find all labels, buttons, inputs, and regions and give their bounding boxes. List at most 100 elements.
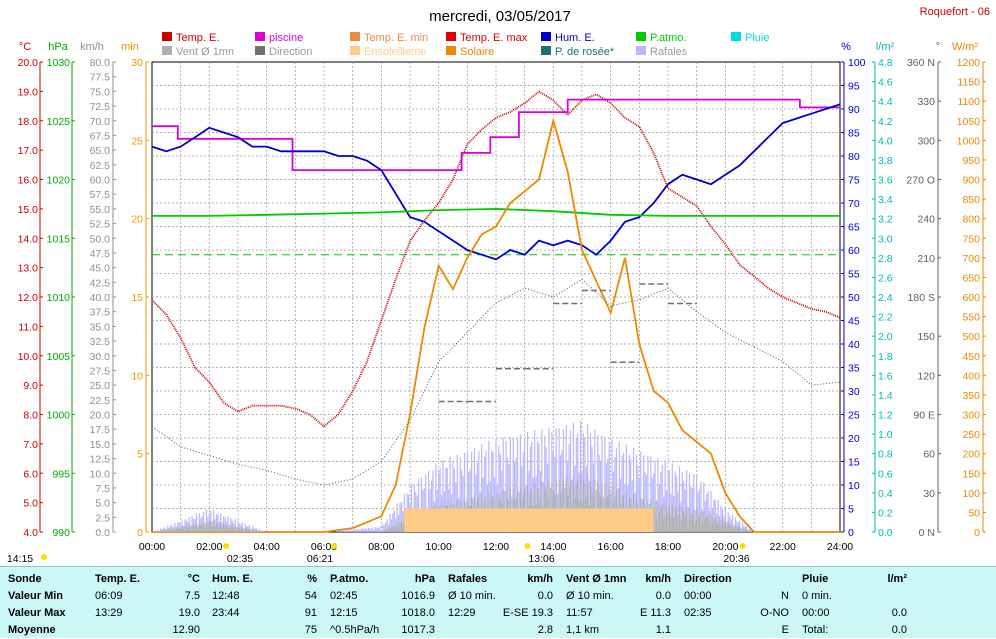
humidity-tick-label: 30	[848, 386, 860, 398]
stats-hum-unit: %	[307, 573, 317, 585]
wind-tick-label: 12.5	[90, 454, 111, 466]
wind-tick-label: 72.5	[90, 101, 111, 113]
direction-tick-label: 330	[917, 96, 935, 108]
rain-tick-label: 0.6	[878, 468, 893, 480]
series-hum-e	[151, 103, 841, 261]
humidity-tick-label: 80	[848, 151, 860, 163]
rain-tick-label: 2.4	[878, 292, 893, 304]
temp-tick-label: 12.0	[18, 292, 39, 304]
temp-tick-label: 8.0	[23, 410, 38, 422]
stats-pluie-value: 0.0	[891, 607, 907, 619]
solar-tick-label: 1150	[957, 77, 980, 89]
stats-vent-row: Ø 10 min. 0.0	[566, 588, 671, 605]
solar-tick-label: 500	[962, 331, 980, 343]
stats-hum-title: Hum. E.%	[212, 571, 317, 588]
legend-label: Temp. E. min	[364, 32, 428, 44]
stats-temp-row: 13:29 19.0	[95, 605, 200, 622]
rain-tick-label: 0.4	[878, 488, 893, 500]
humidity-tick-label: 85	[848, 128, 860, 140]
wind-tick-label: 65.0	[90, 145, 111, 157]
humidity-tick-label: 55	[848, 269, 860, 281]
rain-tick-label: 1.6	[878, 370, 893, 382]
wind-tick-label: 37.5	[90, 307, 111, 319]
direction-tick-label: 240	[917, 214, 935, 226]
stats-patmo-title: P.atmo. hPa	[330, 571, 435, 588]
sun-marker	[524, 543, 531, 549]
stats-vent-time: 11:57	[566, 607, 593, 619]
stats-rafales-row: 12:29 E-SE 19.3	[448, 605, 553, 622]
stats-vent-unit: km/h	[645, 573, 671, 585]
legend-swatch	[446, 32, 456, 41]
wind-tick-label: 22.5	[90, 395, 111, 407]
legend-swatch	[731, 32, 741, 41]
minutes-tick-label: 25	[131, 135, 143, 147]
stats-patmo-row: 12:15 1018.0	[330, 605, 435, 622]
solar-tick-label: 900	[962, 175, 980, 187]
axes: 4.0 5.0 6.0 7.0 8.0 9.0 10.0 11.0 12.0 13.0 14.0 15…	[7, 41, 986, 565]
stats-pluie-row: 0 min.	[802, 588, 907, 605]
stats-hum-value: 91	[304, 607, 317, 619]
wind-tick-label: 2.5	[95, 512, 110, 524]
rain-tick-label: 3.6	[878, 175, 893, 187]
time-marker-sunrise: 06:21	[307, 553, 333, 565]
wind-tick-label: 10.0	[90, 468, 111, 480]
temp-tick-label: 6.0	[23, 468, 38, 480]
chart-title: mercredi, 03/05/2017	[429, 8, 571, 25]
stats-patmo-time: 02:45	[330, 590, 358, 602]
wind-tick-label: 80.0	[90, 57, 111, 69]
wind-tick-label: 52.5	[90, 219, 111, 231]
humidity-tick-label: 75	[848, 175, 860, 187]
axis-unit: min	[121, 41, 139, 53]
time-marker-start: 14:15	[7, 553, 33, 565]
stats-hum-value: 54	[304, 590, 317, 602]
stats-hum-row: 12:48 54	[212, 588, 317, 605]
legend-label: Direction	[269, 46, 312, 58]
stats-temp-title: Temp. E. °C	[95, 571, 200, 588]
humidity-tick-label: 45	[848, 316, 860, 328]
sun-marker	[739, 543, 746, 549]
humidity-tick-label: 65	[848, 222, 860, 234]
humidity-tick-label: 25	[848, 410, 860, 422]
solar-tick-label: 450	[962, 351, 980, 363]
humidity-tick-label: 15	[848, 457, 860, 469]
sun-marker	[331, 543, 338, 549]
solar-tick-label: 1200	[957, 57, 981, 69]
temp-tick-label: 7.0	[23, 439, 38, 451]
stats-rafales: Rafales km/h Ø 10 min. 0.0 12:29 E-SE 19.3 2.8	[448, 571, 553, 639]
stats-patmo: P.atmo. hPa 02:45 1016.9 12:15 1018.0 ^0.5hPa/…	[330, 571, 435, 639]
wind-tick-label: 7.5	[95, 483, 110, 495]
temp-tick-label: 10.0	[18, 351, 39, 363]
stats-vent-value: 1.1	[655, 624, 671, 636]
wind-tick-label: 35.0	[90, 321, 111, 333]
solar-tick-label: 650	[962, 272, 980, 284]
solar-tick-label: 600	[962, 292, 980, 304]
wind-tick-label: 40.0	[90, 292, 111, 304]
legend-label: Solaire	[460, 46, 494, 58]
humidity-tick-label: 0	[848, 527, 854, 539]
time-tick-label: 20:00	[712, 541, 738, 553]
wind-tick-label: 30.0	[90, 351, 111, 363]
wind-tick-label: 55.0	[90, 204, 111, 216]
legend-swatch	[541, 32, 551, 41]
temp-tick-label: 17.0	[18, 145, 39, 157]
legend-swatch	[162, 32, 172, 41]
stats-temp-row: 12.90	[95, 622, 200, 639]
wind-tick-label: 25.0	[90, 380, 111, 392]
stats-patmo-row: 02:45 1016.9	[330, 588, 435, 605]
minutes-tick-label: 5	[137, 449, 143, 461]
stats-patmo-row: ^0.5hPa/h 1017.3	[330, 622, 435, 639]
legend-label: P.atmo.	[650, 32, 687, 44]
stats-temp-value: 19.0	[178, 607, 200, 619]
time-tick-label: 08:00	[368, 541, 394, 553]
solar-tick-label: 350	[962, 390, 980, 402]
stats-patmo-time: 12:15	[330, 607, 358, 619]
wind-tick-label: 67.5	[90, 130, 111, 142]
stats-pluie-row: 00:00 0.0	[802, 605, 907, 622]
temp-tick-label: 4.0	[23, 527, 38, 539]
time-tick-label: 06:00	[311, 541, 337, 553]
wind-tick-label: 77.5	[90, 72, 111, 84]
stats-temp-unit: °C	[187, 573, 200, 585]
solar-tick-label: 0	[974, 527, 980, 539]
direction-tick-label: 180 S	[908, 292, 935, 304]
solar-tick-label: 800	[962, 214, 980, 226]
